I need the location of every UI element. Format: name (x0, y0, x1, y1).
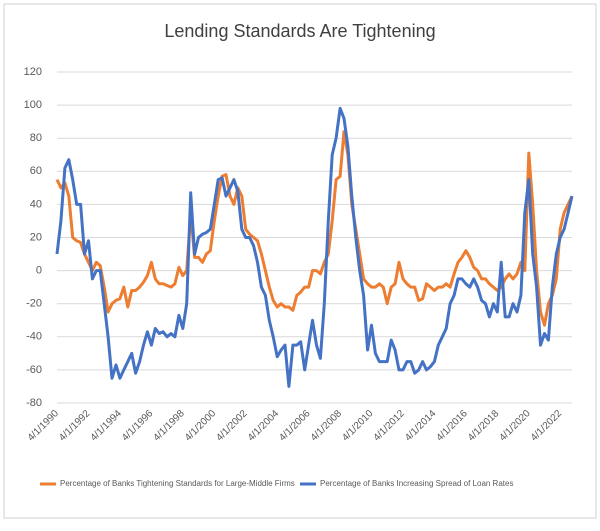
chart-title: Lending Standards Are Tightening (164, 21, 435, 41)
y-tick-label: -80 (26, 397, 42, 409)
y-tick-label: 80 (30, 132, 42, 144)
y-tick-label: 120 (24, 66, 42, 78)
y-tick-label: 20 (30, 231, 42, 243)
y-tick-label: 100 (24, 99, 42, 111)
legend-label: Percentage of Banks Increasing Spread of… (320, 479, 513, 488)
y-tick-label: -20 (26, 298, 42, 310)
series-line (55, 106, 574, 388)
series-line (55, 130, 574, 327)
y-tick-label: -60 (26, 364, 42, 376)
chart-frame (3, 3, 597, 519)
y-tick-label: 40 (30, 198, 42, 210)
y-tick-label: -40 (26, 331, 42, 343)
legend-label: Percentage of Banks Tightening Standards… (60, 479, 295, 488)
y-tick-label: 60 (30, 165, 42, 177)
y-tick-label: 0 (36, 265, 42, 277)
